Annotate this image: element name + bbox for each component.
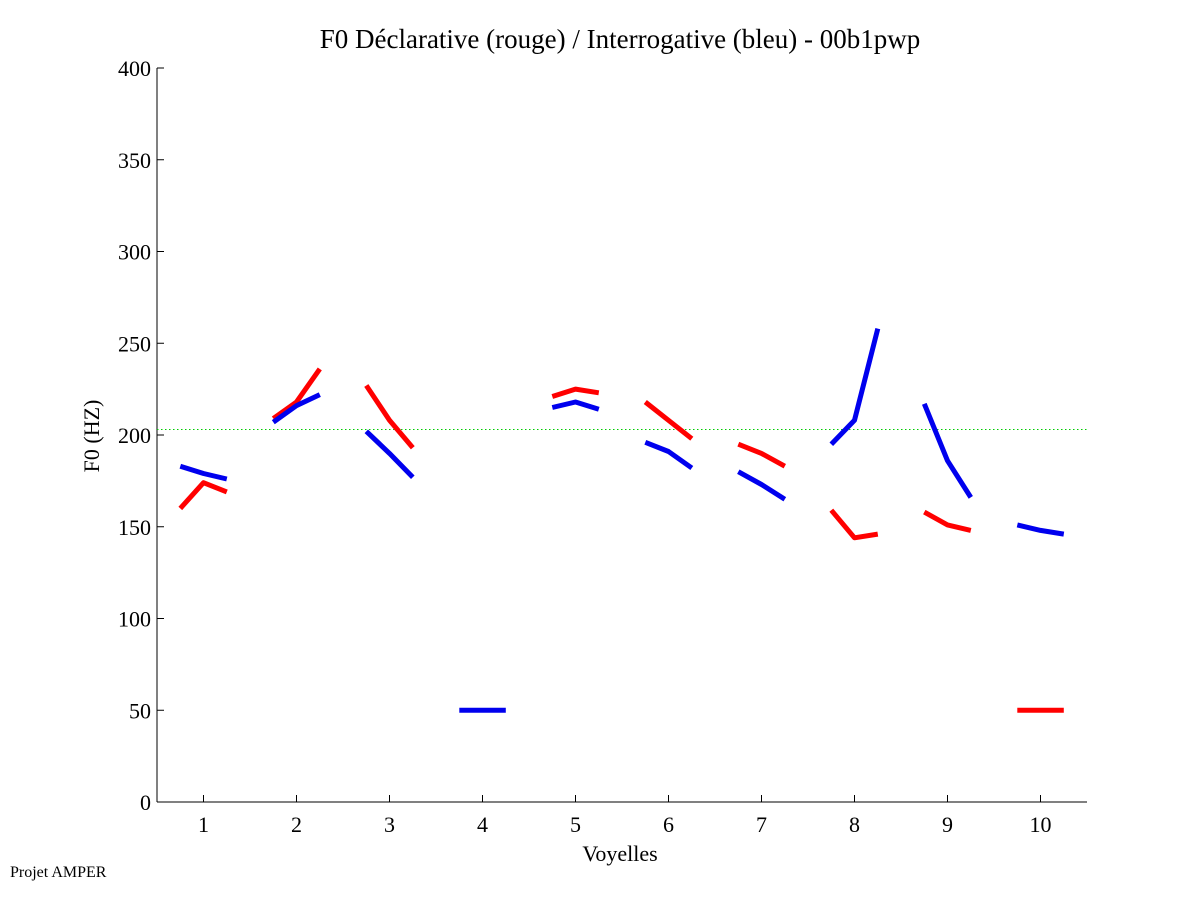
y-tick-label: 50 [129,698,151,723]
y-tick-label: 100 [118,607,151,632]
x-tick-label: 8 [849,812,860,837]
series-segment [829,327,881,446]
x-tick-label: 6 [663,812,674,837]
series-segment [737,441,787,469]
x-tick-label: 7 [756,812,767,837]
series-segment [271,392,321,425]
series-2 [179,327,1065,713]
x-tick-label: 3 [384,812,395,837]
series-segment [364,429,415,479]
y-tick-label: 200 [118,423,151,448]
series-segment [1016,522,1065,537]
axes: 0 50 100 150 200 250 300 350 400 1 2 3 4 5 6 7 8 9 10 [118,56,1087,837]
x-tick-label: 9 [942,812,953,837]
series-segment [551,399,600,412]
y-tick-label: 350 [118,148,151,173]
series-group [178,327,1065,713]
y-tick-label: 400 [118,56,151,81]
series-segment [829,508,879,541]
series-1 [178,367,1064,713]
series-segment [923,509,972,533]
footer-note: Projet AMPER [10,864,107,881]
x-tick-label: 4 [477,812,488,837]
series-segment [644,439,694,471]
y-tick-label: 300 [118,240,151,265]
series-segment [179,463,228,482]
y-tick-label: 0 [140,790,151,815]
x-tick-label: 2 [291,812,302,837]
y-tick-label: 250 [118,331,151,356]
series-segment [551,386,600,399]
series-segment [643,400,694,441]
y-axis-label: F0 (HZ) [79,400,104,473]
series-segment [271,367,322,421]
x-tick-label: 5 [570,812,581,837]
series-segment [364,384,415,450]
x-axis-label: Voyelles [582,841,657,866]
chart-title: F0 Déclarative (rouge) / Interrogative (… [320,24,921,54]
x-tick-label: 1 [198,812,209,837]
series-segment [737,469,787,502]
series-segment [178,480,228,511]
series-segment [921,402,973,499]
y-tick-label: 150 [118,515,151,540]
x-tick-label: 10 [1030,812,1052,837]
